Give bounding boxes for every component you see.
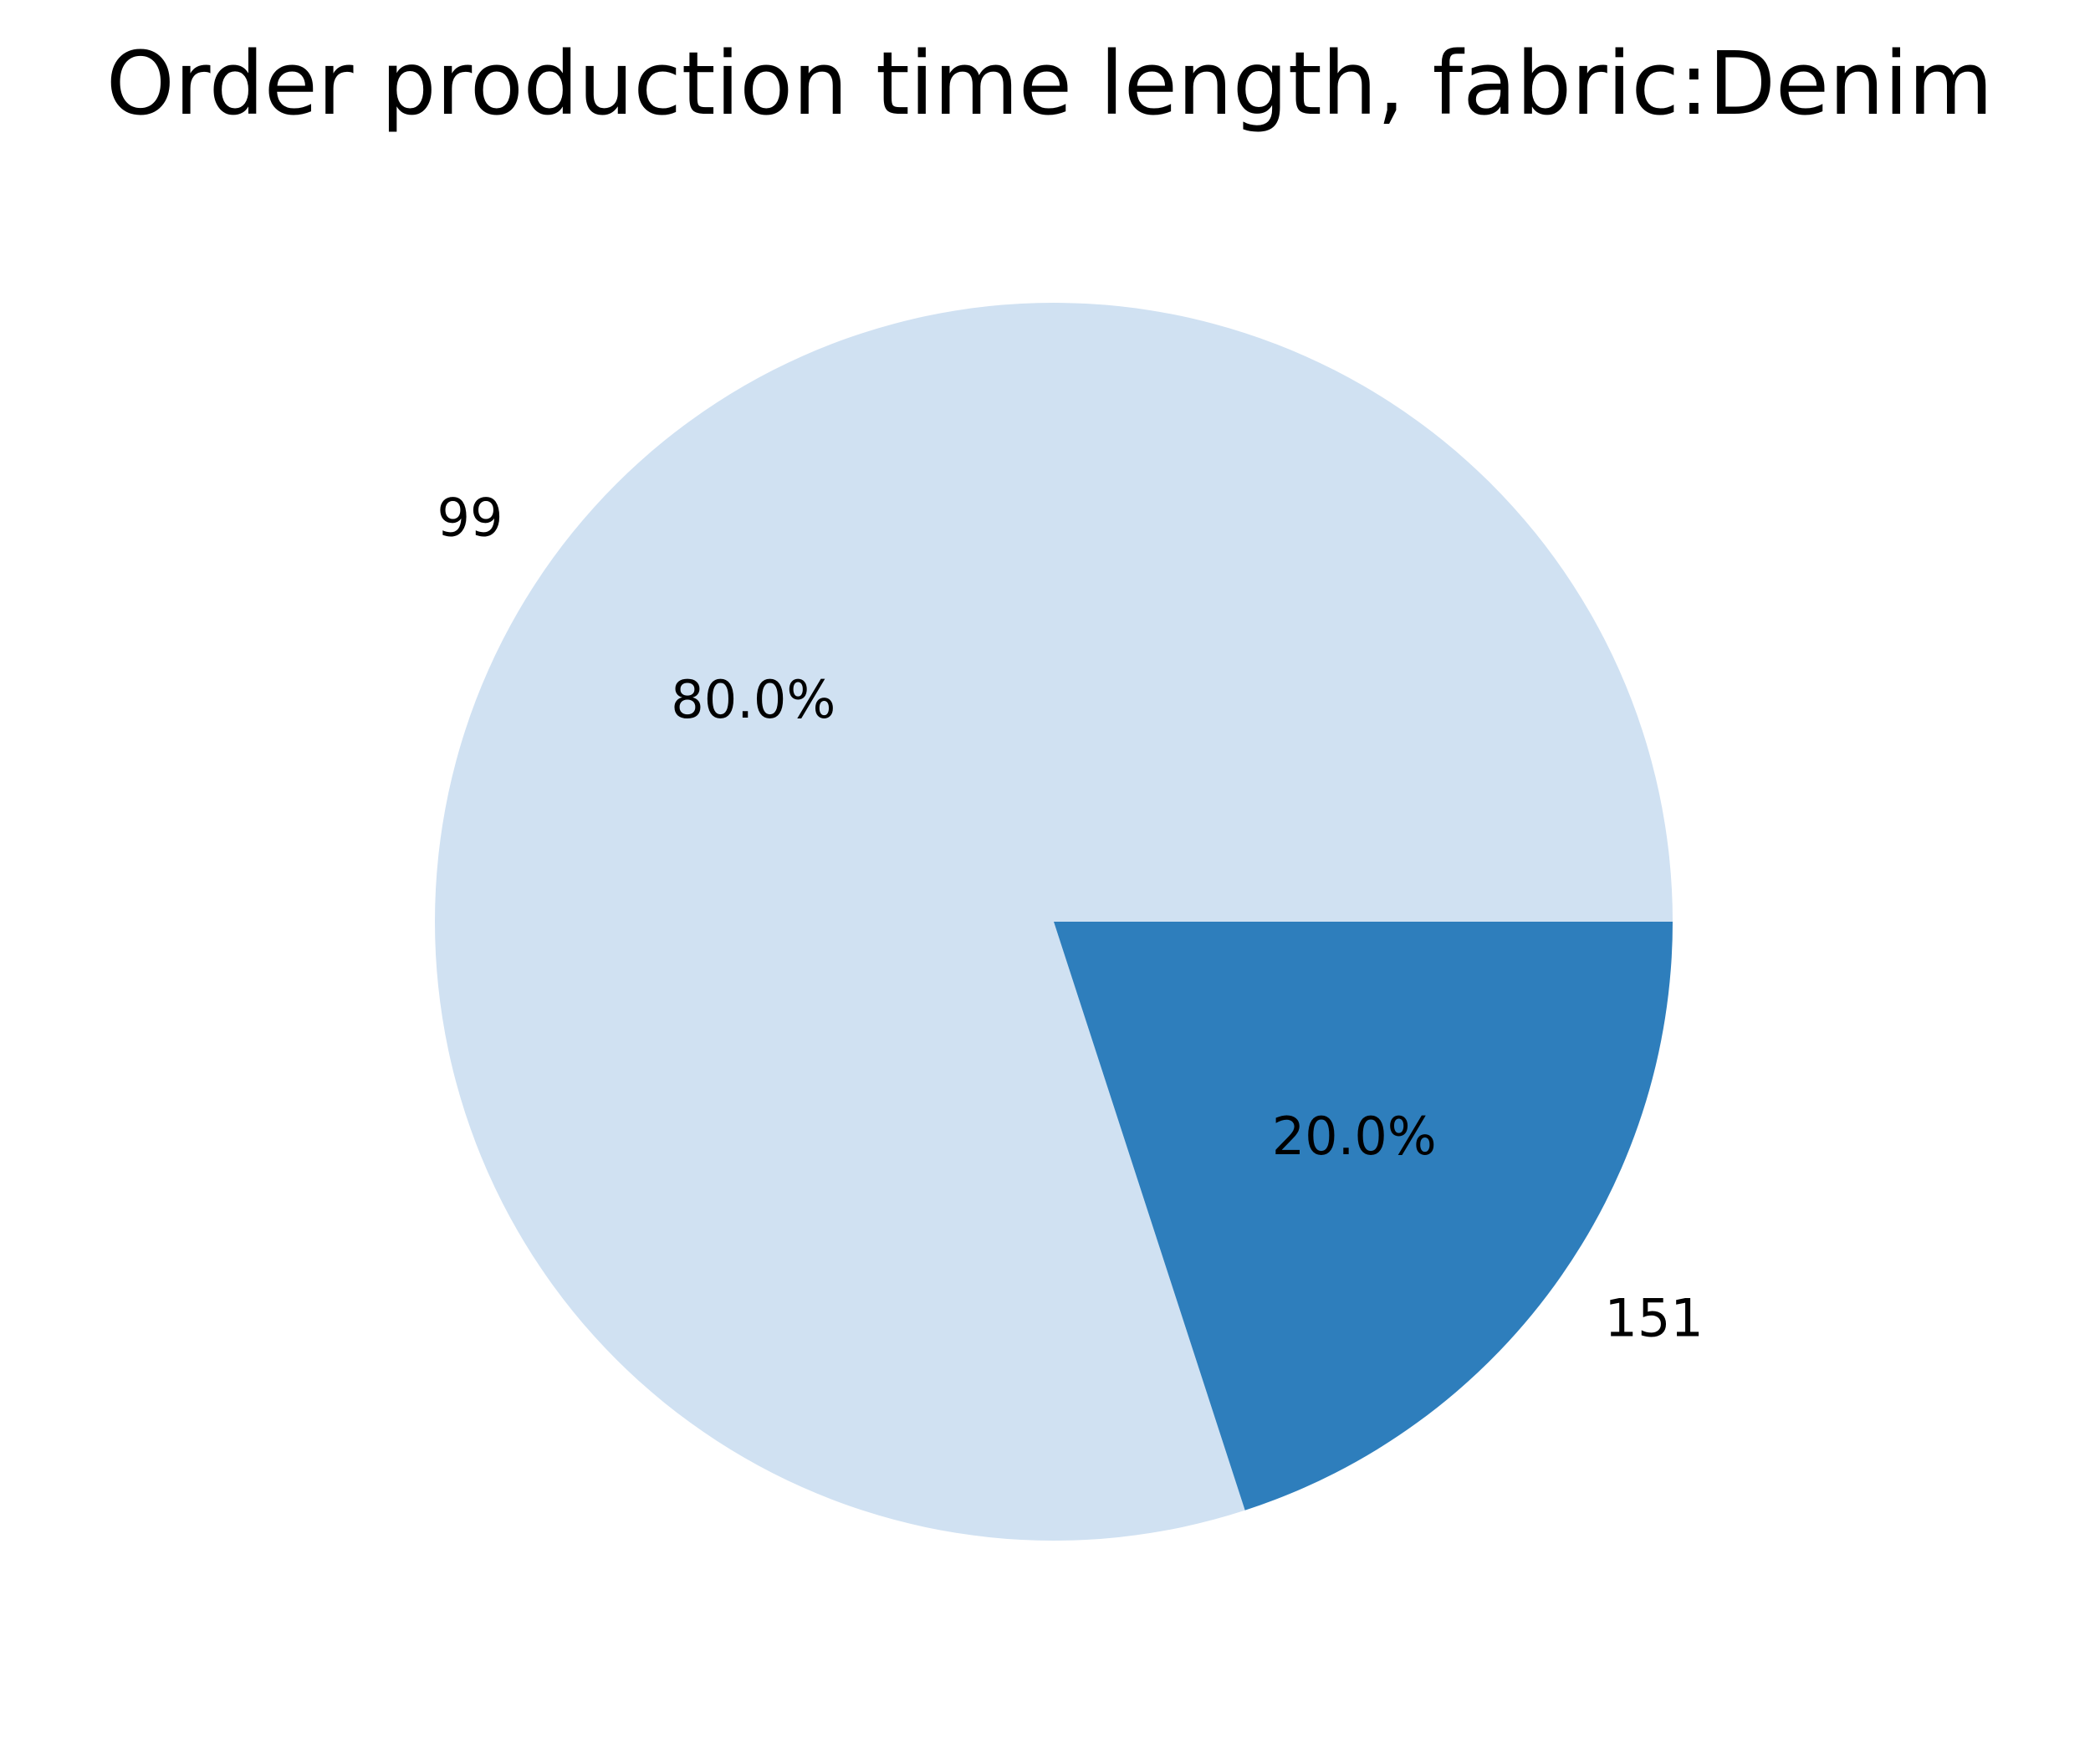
percent-label-151: 20.0% bbox=[1272, 1106, 1437, 1167]
pie-slice-151 bbox=[1054, 922, 1673, 1511]
percent-label-99: 80.0% bbox=[671, 669, 835, 730]
slice-label-151: 151 bbox=[1605, 1288, 1704, 1349]
pie-labels: 99 80.0% 151 20.0% bbox=[437, 488, 1704, 1349]
pie-slices bbox=[434, 303, 1673, 1541]
slice-label-99: 99 bbox=[437, 488, 503, 549]
pie-slice-99 bbox=[434, 303, 1673, 1541]
chart-title: Order production time length, fabric:Den… bbox=[106, 33, 1993, 135]
